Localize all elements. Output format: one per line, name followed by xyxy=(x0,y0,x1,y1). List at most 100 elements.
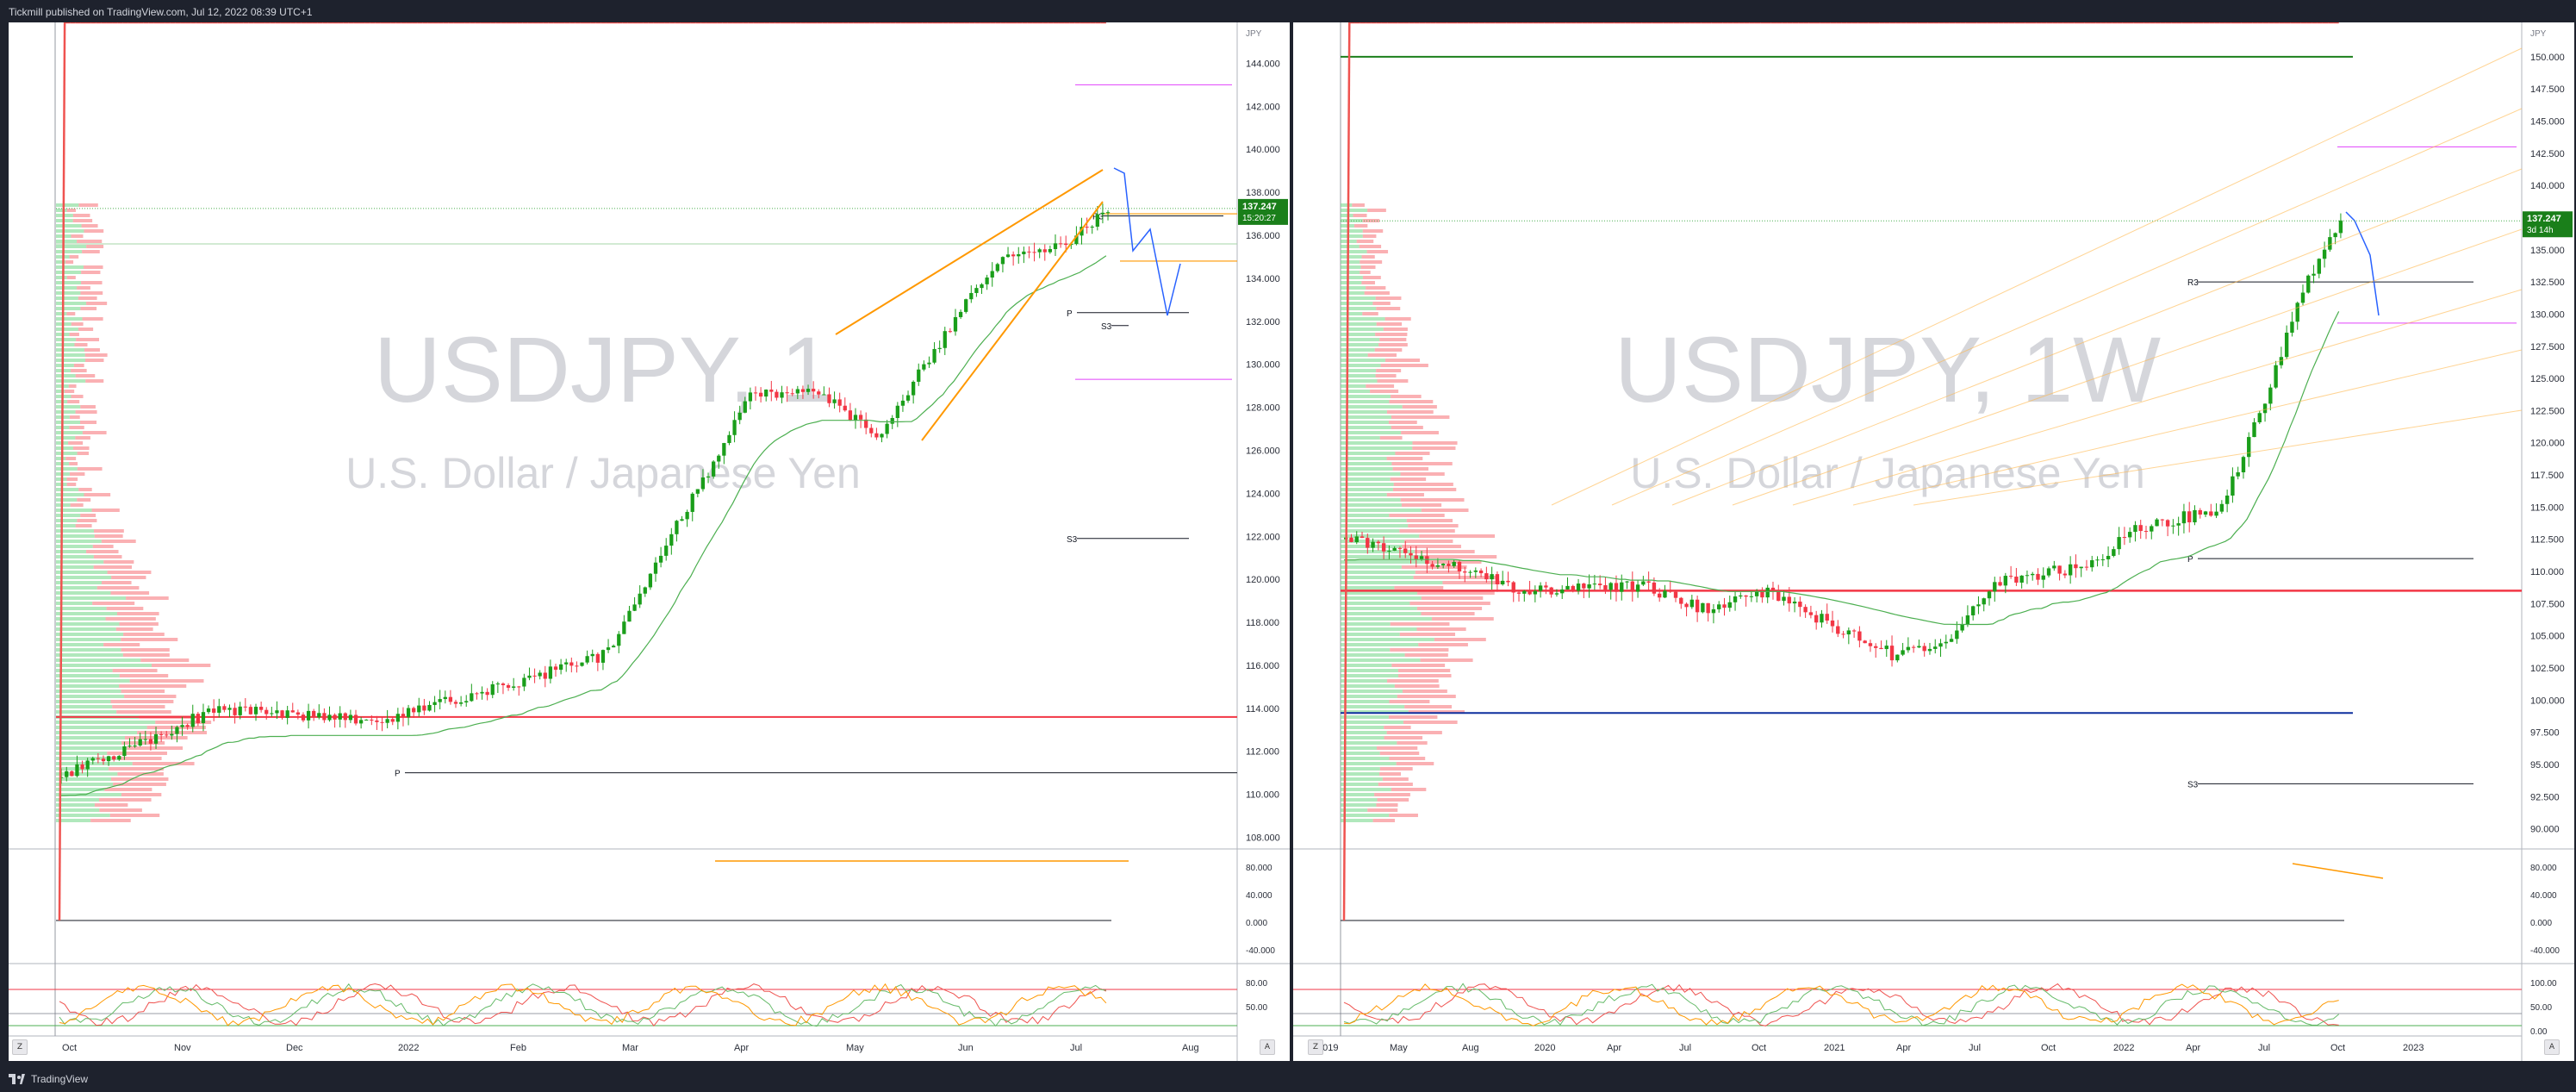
candle-body xyxy=(1473,570,1478,572)
price-tick-label: 105.000 xyxy=(2530,632,2565,642)
candle-body xyxy=(727,434,731,444)
candle-body xyxy=(795,389,800,394)
volume-profile-bar xyxy=(77,467,103,471)
volume-profile-bar xyxy=(1397,741,1428,745)
volume-profile-bar xyxy=(72,219,93,222)
volume-profile-bar xyxy=(56,240,78,243)
candle-body xyxy=(843,405,847,411)
time-tick-label: Feb xyxy=(510,1043,526,1053)
candle-body xyxy=(2041,575,2045,580)
candle-body xyxy=(238,706,242,715)
candle-body xyxy=(2133,525,2137,533)
scale-z-button[interactable]: Z xyxy=(12,1039,28,1055)
daily-chart-svg[interactable]: USDJPY, 1 U.S. Dollar / Japanese Yen JPY 14… xyxy=(9,22,1290,1061)
volume-profile-bar xyxy=(1341,519,1407,522)
volume-profile-bar xyxy=(56,664,152,667)
candle-body xyxy=(2074,564,2078,569)
price-tick-label: 114.000 xyxy=(1246,704,1279,714)
volume-profile-bar xyxy=(1413,576,1499,579)
volume-profile-bar xyxy=(56,808,100,812)
volume-profile-bar xyxy=(1416,627,1466,631)
volume-profile-bar xyxy=(1341,307,1377,310)
auto-scale-button[interactable]: A xyxy=(1260,1039,1275,1055)
time-tick-label: 2022 xyxy=(398,1043,419,1053)
volume-profile-bar xyxy=(99,808,142,812)
volume-profile-bar xyxy=(56,503,71,507)
stoch-axis-label: 80.00 xyxy=(1246,979,1267,989)
volume-profile-bar xyxy=(56,260,65,264)
volume-profile-bar xyxy=(56,265,84,269)
candle-body xyxy=(1074,235,1079,245)
stoch-line xyxy=(59,983,1106,1027)
volume-profile-bar xyxy=(56,700,111,703)
candle-body xyxy=(937,347,942,349)
candle-body xyxy=(1554,593,1559,595)
candle-body xyxy=(832,399,837,403)
volume-profile-bar xyxy=(56,622,120,626)
candle-body xyxy=(822,394,826,396)
volume-profile-bar xyxy=(84,348,100,352)
chart-pane-daily[interactable]: USDJPY, 1 U.S. Dollar / Japanese Yen JPY 14… xyxy=(9,22,1290,1061)
volume-profile-bar xyxy=(1341,234,1363,238)
volume-profile-bar xyxy=(105,617,156,621)
volume-profile-bar xyxy=(69,462,78,465)
candle-body xyxy=(2150,526,2154,532)
candle-body xyxy=(1776,590,1781,602)
volume-profile-bar xyxy=(103,560,134,564)
time-tick-label: 2020 xyxy=(1534,1043,1555,1053)
candle-body xyxy=(743,401,747,413)
volume-profile-bar xyxy=(82,431,107,434)
candle-body xyxy=(1792,602,1797,604)
candle-body xyxy=(922,364,926,370)
volume-profile-bar xyxy=(80,405,96,409)
volume-profile-bar xyxy=(1341,322,1377,326)
candle-body xyxy=(385,719,389,723)
auto-scale-button[interactable]: A xyxy=(2544,1039,2560,1055)
price-tick-label: 118.000 xyxy=(1246,618,1279,628)
candle-body xyxy=(170,733,174,736)
weekly-chart-svg[interactable]: USDJPY, 1W U.S. Dollar / Japanese Yen JPY 1… xyxy=(1293,22,2574,1061)
rsi-segment xyxy=(58,22,66,921)
volume-profile-bar xyxy=(1375,296,1402,300)
volume-profile-bar xyxy=(1390,648,1449,652)
volume-profile-bar xyxy=(1341,819,1373,822)
chart-pane-weekly[interactable]: USDJPY, 1W U.S. Dollar / Japanese Yen JPY 1… xyxy=(1293,22,2574,1061)
candle-body xyxy=(1587,584,1591,589)
volume-profile-bar xyxy=(122,653,170,657)
candle-body xyxy=(1430,564,1434,567)
candle-body xyxy=(517,686,521,688)
candle-body xyxy=(2300,292,2305,303)
candle-body xyxy=(1754,591,1759,596)
candle-body xyxy=(1830,620,1835,627)
fan-channel-line xyxy=(1732,228,2523,506)
candle-body xyxy=(2241,457,2246,473)
candle-body xyxy=(917,369,921,382)
volume-profile-bar xyxy=(1384,736,1423,739)
stoch-line xyxy=(1343,983,2340,1026)
candle-body xyxy=(985,277,989,284)
volume-profile-bar xyxy=(77,498,91,502)
scale-z-button[interactable]: Z xyxy=(1308,1039,1323,1055)
time-tick-label: Mar xyxy=(622,1043,638,1053)
candle-body xyxy=(159,733,164,735)
volume-profile-bar xyxy=(1390,477,1427,481)
candle-body xyxy=(501,683,506,685)
candle-body xyxy=(333,714,337,720)
candle-body xyxy=(90,758,95,761)
candle-body xyxy=(775,391,779,398)
volume-profile-bar xyxy=(1341,509,1422,512)
volume-profile-bar xyxy=(1442,581,1503,584)
volume-profile-bar xyxy=(1341,565,1402,569)
volume-profile-bar xyxy=(1391,415,1450,419)
candle-body xyxy=(627,610,632,622)
candle-body xyxy=(690,493,694,512)
tradingview-logo[interactable]: TradingView xyxy=(9,1073,88,1085)
time-tick-label: 2021 xyxy=(1824,1043,1845,1053)
volume-profile-bar xyxy=(56,524,76,527)
volume-profile-bar xyxy=(1392,488,1457,491)
volume-profile-bar xyxy=(93,555,122,558)
volume-profile-bar xyxy=(1341,415,1391,419)
candle-body xyxy=(612,646,616,648)
time-tick-label: May xyxy=(846,1043,864,1053)
candle-body xyxy=(1392,547,1397,551)
